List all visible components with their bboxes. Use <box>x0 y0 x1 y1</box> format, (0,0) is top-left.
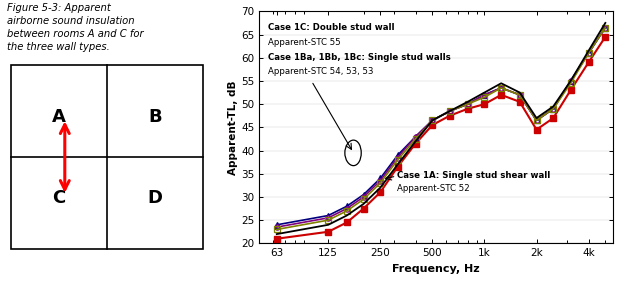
Text: A: A <box>52 108 66 126</box>
Bar <box>11 65 202 249</box>
Text: Apparent-STC 52: Apparent-STC 52 <box>397 184 469 193</box>
X-axis label: Frequency, Hz: Frequency, Hz <box>392 264 480 274</box>
Text: C: C <box>52 188 66 207</box>
Y-axis label: Apparent-TL, dB: Apparent-TL, dB <box>229 80 239 175</box>
Text: Figure 5-3: Apparent
airborne sound insulation
between rooms A and C for
the thr: Figure 5-3: Apparent airborne sound insu… <box>7 3 143 52</box>
Text: Case 1Ba, 1Bb, 1Bc: Single stud walls: Case 1Ba, 1Bb, 1Bc: Single stud walls <box>268 53 451 62</box>
Text: Case 1C: Double stud wall: Case 1C: Double stud wall <box>268 23 394 32</box>
Text: Apparent-STC 55: Apparent-STC 55 <box>268 38 341 47</box>
Text: Apparent-STC 54, 53, 53: Apparent-STC 54, 53, 53 <box>268 67 373 76</box>
Text: D: D <box>148 188 162 207</box>
Text: B: B <box>148 108 161 126</box>
Text: Case 1A: Single stud shear wall: Case 1A: Single stud shear wall <box>397 171 550 181</box>
